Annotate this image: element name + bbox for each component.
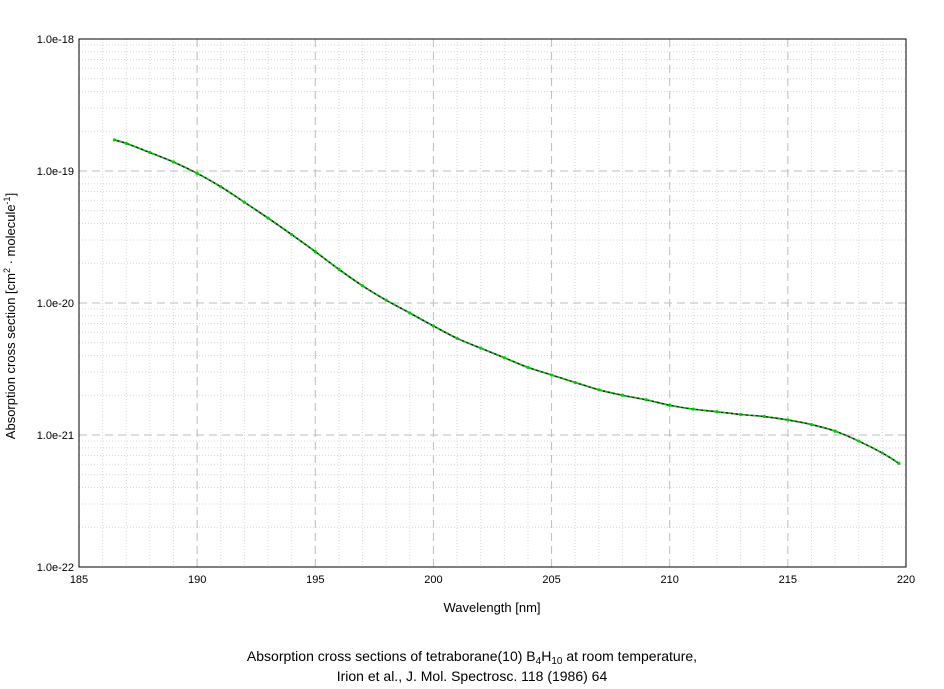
data-point <box>219 185 223 189</box>
plot-frame <box>78 38 907 568</box>
data-point <box>502 356 506 360</box>
data-point <box>360 284 365 288</box>
x-tick-label: 195 <box>306 574 324 586</box>
x-tick-label: 190 <box>188 574 206 586</box>
data-point <box>715 410 719 414</box>
series-line-highlight <box>114 139 900 464</box>
data-point <box>195 171 199 175</box>
data-point <box>739 412 743 417</box>
y-tick-label: 1.0e-21 <box>37 430 74 442</box>
data-point <box>337 267 341 271</box>
chart: 185 190 195 200 205 210 215 220 1.0e-221.0e-211… <box>2 34 915 615</box>
data-point <box>242 200 246 204</box>
x-tick-label: 205 <box>542 574 560 586</box>
x-axis-title: Wavelength [nm] <box>443 600 540 615</box>
data-point <box>691 407 695 411</box>
data-point <box>833 429 837 433</box>
y-tick-labels: 1.0e-22 1.0e-21 1.0e-20 1.0e-19 1.0e-18 <box>37 34 74 574</box>
data-point <box>644 398 648 402</box>
data-point <box>431 324 436 328</box>
y-tick-label: 1.0e-19 <box>37 166 74 178</box>
x-tick-label: 220 <box>897 574 915 586</box>
data-point <box>668 403 672 407</box>
data-point <box>597 388 601 392</box>
series-layer <box>112 138 901 465</box>
data-point <box>897 461 901 465</box>
y-tick-label: 1.0e-20 <box>37 298 74 310</box>
x-tick-labels: 185 190 195 200 205 210 215 220 <box>70 574 915 586</box>
data-point <box>148 150 152 155</box>
data-point <box>266 216 270 220</box>
data-point <box>762 414 766 419</box>
data-point <box>171 160 176 164</box>
x-tick-label: 200 <box>424 574 442 586</box>
caption-line-1: Absorption cross sections of tetraborane… <box>246 648 698 667</box>
data-point <box>290 232 294 237</box>
y-axis-title: Absorption cross section [cm2 · molecule… <box>2 193 18 439</box>
data-point <box>313 250 317 254</box>
x-tick-label: 210 <box>661 574 679 586</box>
data-point <box>620 393 625 397</box>
data-point <box>549 373 554 377</box>
x-tick-label: 215 <box>779 574 797 586</box>
x-tick-label: 185 <box>70 574 88 586</box>
caption-line-2: Irion et al., J. Mol. Spectrosc. 118 (19… <box>336 668 608 684</box>
data-point <box>526 365 530 370</box>
major-grid <box>79 39 906 567</box>
data-point <box>455 336 459 340</box>
data-point <box>112 138 117 142</box>
data-point <box>809 422 814 427</box>
data-point <box>384 298 388 302</box>
data-point <box>573 380 577 385</box>
data-point <box>124 141 128 145</box>
y-tick-label: 1.0e-22 <box>37 562 74 574</box>
data-point <box>786 418 790 422</box>
data-point <box>408 311 412 315</box>
data-point <box>880 451 884 455</box>
data-point <box>479 346 483 350</box>
y-tick-label: 1.0e-18 <box>37 34 74 46</box>
data-point <box>857 439 861 443</box>
